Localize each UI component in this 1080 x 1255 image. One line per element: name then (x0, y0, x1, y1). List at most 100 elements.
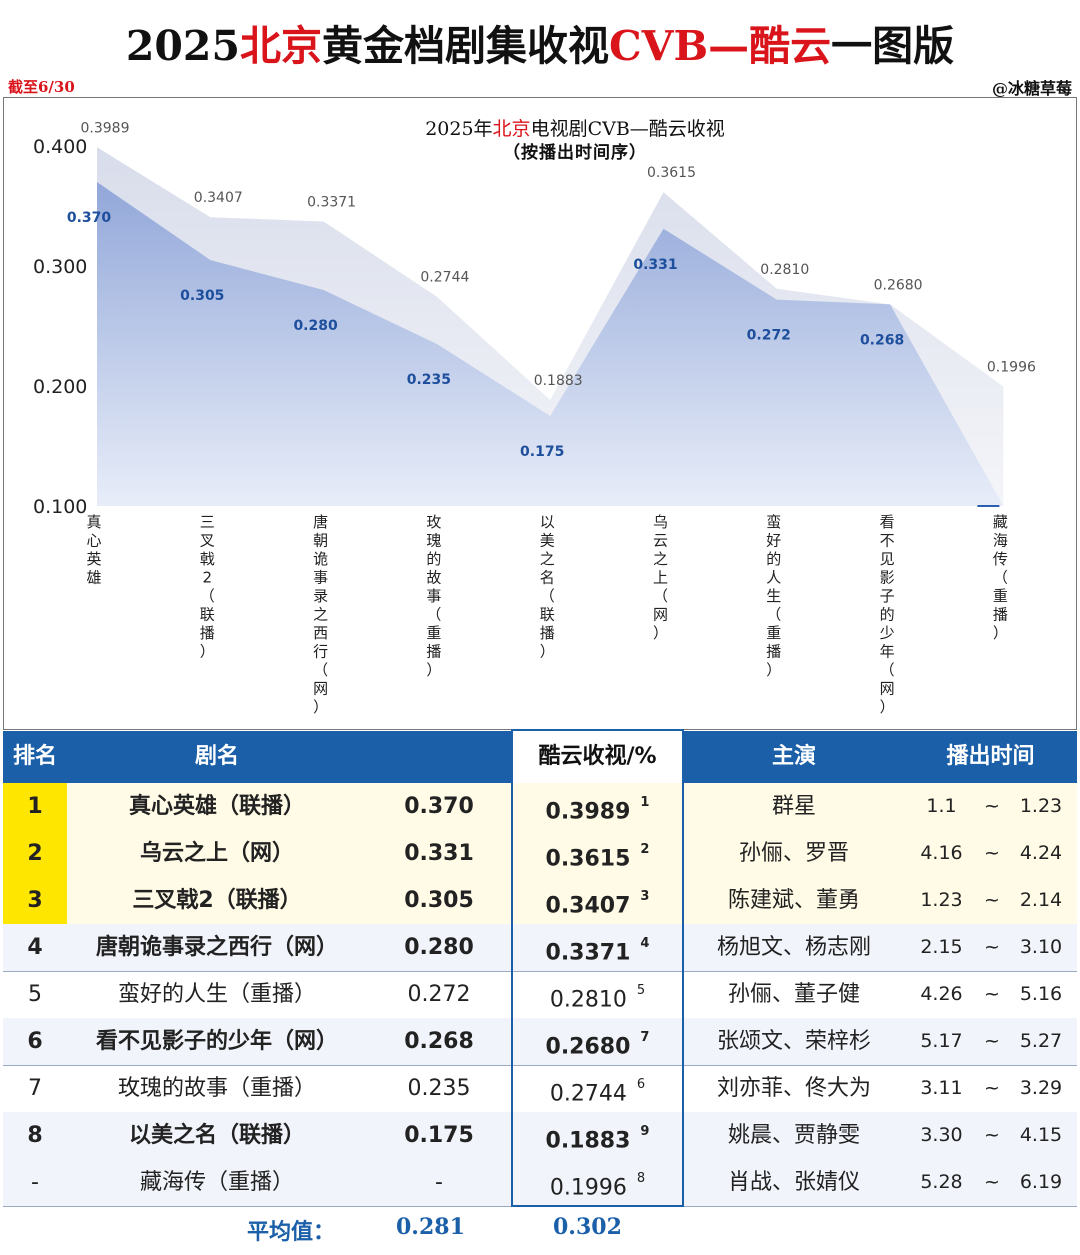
average-label: 平均值： (247, 1219, 336, 1245)
cell-rank: 1 (3, 783, 67, 830)
table-row: 7 玫瑰的故事（重播） 0.235 0.2744 6 刘亦菲、佟大为 3.11 ~3.29 (3, 1065, 1077, 1113)
kuyun-data-label: 0.3407 (194, 190, 243, 206)
cell-start-date: 5.28 (920, 1171, 963, 1193)
cell-date-separator: ~ (984, 983, 1000, 1005)
cell-cast: 张颂文、荣梓杉 (716, 1029, 871, 1054)
cell-kuyun: 0.1883 9 (545, 1124, 650, 1154)
header-rank: 排名 (12, 744, 57, 769)
title-source: CVB—酷云 (609, 22, 832, 70)
cell-title: 真心英雄（联播） (128, 794, 305, 819)
x-category-label: 唐朝诡事录之西行（网） (313, 513, 328, 716)
kuyun-rank: 9 (640, 1124, 650, 1139)
cell-title: 以美之名（联播） (128, 1123, 305, 1148)
x-category-label: 真心英雄 (86, 513, 101, 587)
kuyun-rank: 8 (636, 1171, 646, 1186)
cvb-data-label: 0.280 (293, 318, 338, 334)
cell-cvb: 0.331 (404, 841, 474, 866)
cell-cast: 孙俪、董子健 (727, 982, 860, 1007)
as-of-date: 截至6/30 (8, 78, 75, 96)
y-tick-label: 0.300 (33, 256, 87, 278)
title-main: 黄金档剧集收视 (322, 22, 609, 70)
chart-title-suffix: 电视剧CVB—酷云收视 (530, 118, 725, 140)
cell-start-date: 1.1 (926, 795, 957, 817)
header-cast: 主演 (771, 744, 816, 769)
cell-cast: 杨旭文、杨志刚 (716, 935, 871, 960)
average-cvb: 0.281 (396, 1214, 465, 1240)
cell-cast: 陈建斌、董勇 (727, 888, 860, 913)
cell-cast: 姚晨、贾静雯 (727, 1123, 860, 1148)
cell-end-date: 5.16 (1019, 983, 1063, 1005)
cell-cast: 肖战、张婧仪 (727, 1170, 860, 1195)
table-row: 2 乌云之上（网） 0.331 0.3615 2 孙俪、罗晋 4.16 ~4.24 (3, 830, 1077, 878)
cell-end-date: 3.29 (1019, 1077, 1063, 1099)
x-category-label: 乌云之上（网） (653, 513, 668, 642)
cell-kuyun: 0.2744 6 (549, 1077, 646, 1107)
cell-end-date: 3.10 (1019, 936, 1063, 958)
cell-title: 看不见影子的少年（网） (95, 1029, 338, 1054)
cell-rank: 5 (28, 982, 42, 1007)
cell-end-date: 5.27 (1019, 1030, 1063, 1052)
cell-date-separator: ~ (984, 936, 1000, 958)
cell-title: 蛮好的人生（重播） (117, 982, 316, 1007)
cell-title: 玫瑰的故事（重播） (117, 1076, 316, 1101)
kuyun-data-label: 0.2744 (420, 270, 469, 286)
table-row: 4 唐朝诡事录之西行（网） 0.280 0.3371 4 杨旭文、杨志刚 2.15 ~3.10 (3, 924, 1077, 972)
table-row: - 藏海传（重播） - 0.1996 8 肖战、张婧仪 5.28 ~6.19 (3, 1159, 1077, 1207)
cell-cast: 群星 (771, 794, 816, 819)
cell-end-date: 1.23 (1019, 795, 1063, 817)
cell-date-separator: ~ (984, 795, 1000, 817)
kuyun-data-label: 0.3371 (307, 194, 356, 210)
cell-end-date: 4.24 (1019, 842, 1063, 864)
cell-title: 唐朝诡事录之西行（网） (95, 935, 338, 960)
table-row: 6 看不见影子的少年（网） 0.268 0.2680 7 张颂文、荣梓杉 5.17 ~5.27 (3, 1018, 1077, 1066)
y-tick-label: 0.400 (33, 136, 87, 158)
cell-start-date: 5.17 (920, 1030, 963, 1052)
table-row: 1 真心英雄（联播） 0.370 0.3989 1 群星 1.1 ~1.23 (3, 783, 1077, 831)
cell-end-date: 2.14 (1019, 889, 1063, 911)
cell-end-date: 6.19 (1019, 1171, 1063, 1193)
cvb-data-label: 0.175 (520, 444, 564, 460)
cell-cvb: - (435, 1170, 443, 1195)
cell-start-date: 3.30 (920, 1124, 963, 1146)
header-name: 剧名 (194, 744, 239, 769)
cell-cvb: 0.305 (404, 888, 474, 913)
cvb-data-label: 0.370 (67, 210, 112, 226)
cell-kuyun: 0.3989 1 (545, 795, 650, 825)
y-tick-label: 0.200 (33, 376, 87, 398)
kuyun-rank: 3 (640, 889, 650, 904)
cell-cast: 刘亦菲、佟大为 (716, 1076, 871, 1101)
cell-title: 乌云之上（网） (139, 841, 294, 866)
chart-title: 2025年北京电视剧CVB—酷云收视 （按播出时间序） (330, 117, 820, 165)
kuyun-data-label: 0.3615 (647, 165, 696, 181)
cell-title: 三叉戟2（联播） (132, 888, 302, 913)
cell-date-separator: ~ (984, 1030, 1000, 1052)
cvb-data-label: 0.331 (633, 257, 677, 273)
cvb-data-label: 0.272 (747, 328, 791, 344)
kuyun-rank: 1 (640, 795, 650, 810)
x-category-label: 看不见影子的少年（网） (880, 513, 895, 716)
cell-start-date: 4.16 (920, 842, 963, 864)
x-category-label: 三叉戟 2 （联播） (200, 513, 215, 661)
page-title: 2025北京黄金档剧集收视CVB—酷云一图版 (0, 12, 1080, 72)
cell-kuyun: 0.1996 8 (549, 1171, 646, 1201)
kuyun-data-label: 0.2680 (874, 277, 923, 293)
area-chart: 0.400 0.300 0.200 0.100 0.3989 0.3407 0.3371 0… (33, 120, 1036, 716)
x-category-label: 蛮好的人生（重播） (766, 513, 781, 679)
cell-date-separator: ~ (984, 842, 1000, 864)
kuyun-data-label: 0.1883 (534, 373, 583, 389)
cell-cvb: 0.235 (407, 1076, 471, 1101)
cvb-data-label: 0.235 (407, 372, 451, 388)
title-suffix: 一图版 (831, 22, 955, 70)
kuyun-data-label: 0.1996 (987, 359, 1036, 375)
cell-rank: 4 (27, 935, 43, 960)
cell-kuyun: 0.3615 2 (545, 842, 650, 872)
average-kuyun: 0.302 (553, 1214, 622, 1240)
cell-kuyun: 0.2810 5 (549, 983, 646, 1013)
title-year: 2025 (125, 22, 240, 70)
cell-start-date: 1.23 (920, 889, 963, 911)
kuyun-rank: 5 (636, 983, 646, 998)
table-row: 5 蛮好的人生（重播） 0.272 0.2810 5 孙俪、董子健 4.26 ~5.16 (3, 971, 1077, 1019)
table-row: 3 三叉戟2（联播） 0.305 0.3407 3 陈建斌、董勇 1.23 ~2.14 (3, 877, 1077, 925)
cell-start-date: 2.15 (920, 936, 963, 958)
cell-start-date: 3.11 (920, 1077, 963, 1099)
